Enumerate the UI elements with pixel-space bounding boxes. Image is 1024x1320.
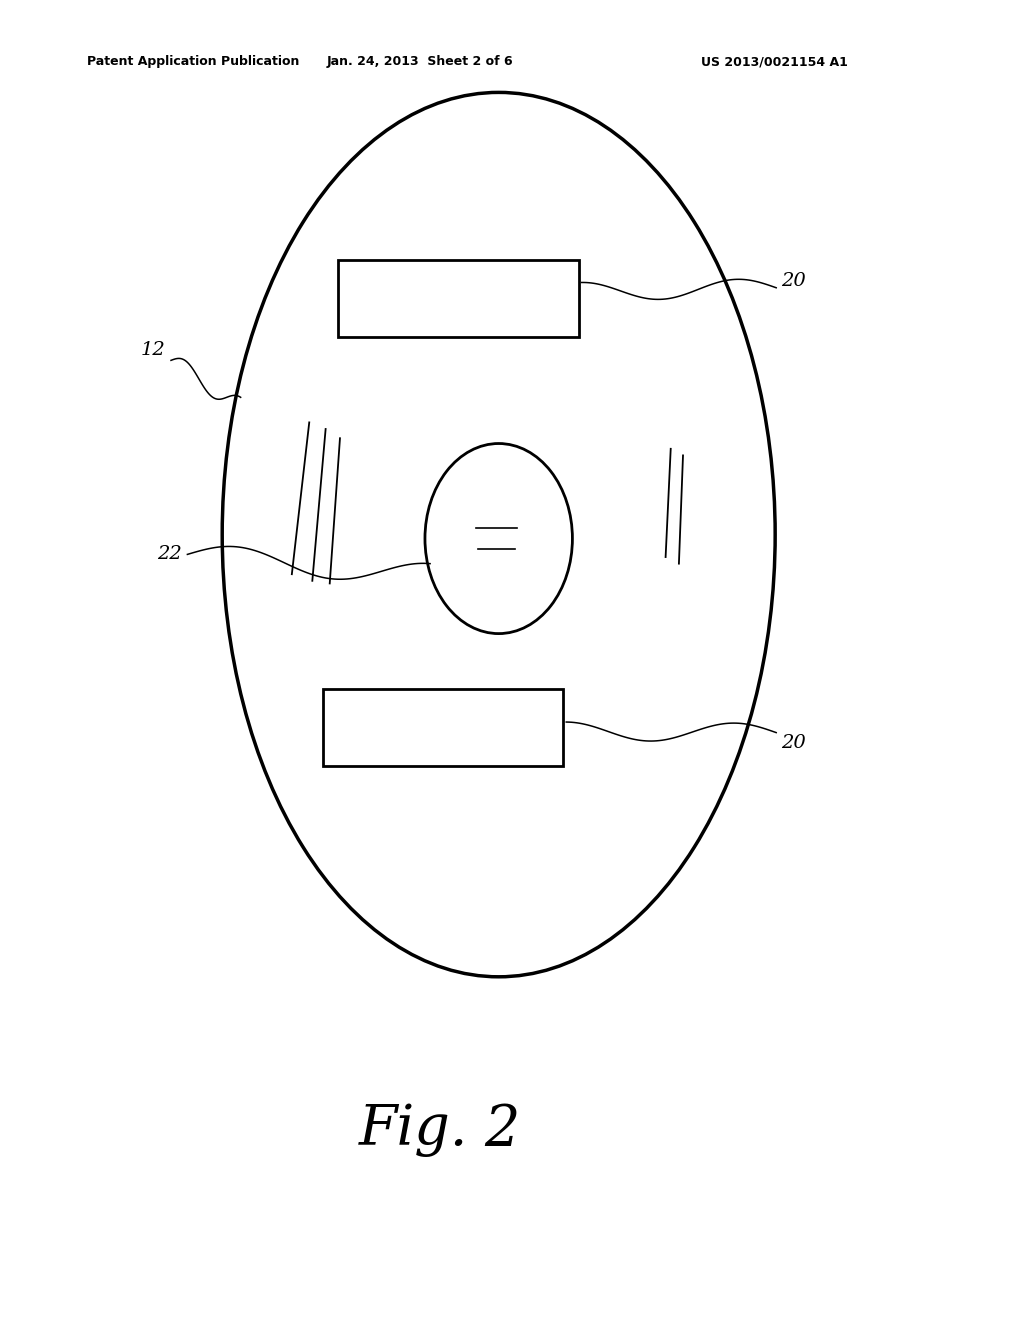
Text: 12: 12: [141, 341, 166, 359]
Text: Fig. 2: Fig. 2: [359, 1102, 521, 1158]
Text: 22: 22: [158, 545, 182, 564]
Bar: [338, 260, 579, 337]
Text: Jan. 24, 2013  Sheet 2 of 6: Jan. 24, 2013 Sheet 2 of 6: [327, 55, 513, 69]
Text: Patent Application Publication: Patent Application Publication: [87, 55, 299, 69]
Text: US 2013/0021154 A1: US 2013/0021154 A1: [701, 55, 848, 69]
Text: 20: 20: [781, 272, 806, 290]
Text: 20: 20: [781, 734, 806, 752]
Bar: [323, 689, 563, 766]
